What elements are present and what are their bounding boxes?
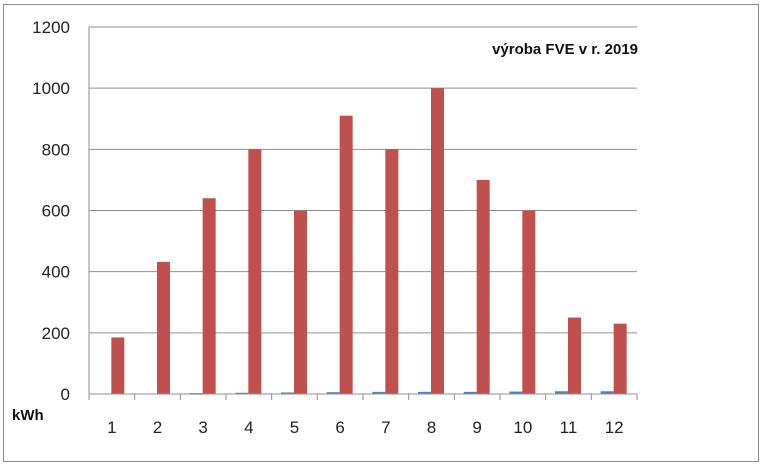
bar-series2-11 [568,317,581,394]
bar-series2-1 [111,337,125,394]
bar-series1-5 [281,392,294,394]
gridlines [89,26,637,334]
x-tick-label-10: 10 [513,418,532,437]
bar-series2-8 [431,88,444,395]
y-tick-label-1000: 1000 [32,79,70,98]
x-tick-label-8: 8 [427,418,436,437]
x-tick-label-4: 4 [244,418,253,437]
bar-series2-2 [157,261,170,394]
y-tick-label-800: 800 [42,140,70,159]
x-axis [88,27,638,400]
x-tick-label-3: 3 [198,418,207,437]
x-tick-label-1: 1 [107,418,116,437]
x-tick-label-11: 11 [560,418,578,437]
bar-series2-10 [522,210,536,394]
y-tick-label-600: 600 [42,202,70,221]
bar-series2-5 [294,210,307,394]
chart-title: výroba FVE v r. 2019 [492,41,638,58]
bar-series1-7 [372,391,386,394]
x-tick-label-2: 2 [153,418,162,437]
bar-series2-12 [613,323,627,394]
bar-series1-10 [509,391,523,394]
x-tick-label-9: 9 [472,418,481,437]
bars [111,88,627,395]
bar-series2-3 [202,198,216,394]
chart-frame [3,4,759,462]
bar-series1-12 [600,391,614,394]
y-tick-labels: 0 200 400 600 800 1000 1200 [32,18,70,404]
bar-series1-8 [418,391,431,394]
x-tick-label-7: 7 [381,418,390,437]
bar-series1-11 [555,391,568,394]
y-tick-label-1200: 1200 [32,18,70,37]
y-tick-label-0: 0 [61,385,70,404]
x-tick-label-12: 12 [605,418,624,437]
y-tick-label-200: 200 [42,324,70,343]
y-tick-label-400: 400 [42,263,70,282]
bar-series1-6 [326,392,340,394]
y-axis-unit-label: kWh [12,407,44,424]
bar-series2-6 [339,115,353,395]
x-tick-label-6: 6 [335,418,344,437]
bar-series2-9 [476,179,490,394]
bar-series2-7 [385,149,399,394]
bar-series2-4 [248,149,262,394]
x-tick-labels: 1 2 3 4 5 6 7 8 9 10 11 12 [107,418,624,437]
x-tick-label-5: 5 [290,418,299,437]
bar-series1-9 [463,391,477,394]
